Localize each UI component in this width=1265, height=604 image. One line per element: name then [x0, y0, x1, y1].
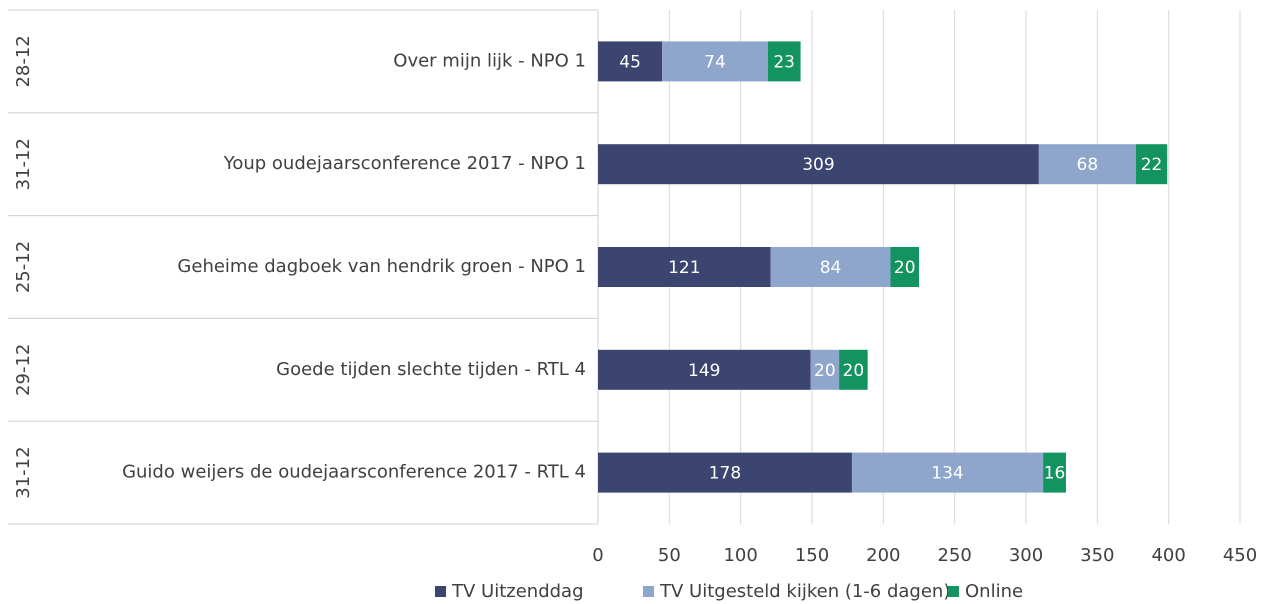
x-tick-label: 50: [658, 545, 681, 566]
bar-segment: [770, 247, 891, 287]
x-tick-label: 450: [1223, 545, 1257, 566]
bar-segment: [662, 41, 768, 82]
x-tick-label: 400: [1151, 545, 1185, 566]
value-label: 134: [931, 464, 963, 484]
value-label: 20: [894, 258, 916, 278]
value-label: 121: [668, 258, 700, 278]
bar-segment: [851, 452, 1044, 493]
bar-segment: [598, 452, 852, 493]
date-label: 31-12: [13, 138, 34, 190]
bar-segment: [598, 144, 1039, 185]
bar-segment: [767, 41, 801, 82]
category-label: Over mijn lijk - NPO 1: [393, 50, 586, 71]
legend-label: TV Uitzenddag: [451, 581, 584, 602]
bar-segment: [1043, 452, 1066, 493]
legend-swatch: [948, 586, 959, 597]
x-tick-label: 150: [795, 545, 829, 566]
bar-segment: [1038, 144, 1136, 185]
category-label: Goede tijden slechte tijden - RTL 4: [276, 359, 586, 380]
value-label: 84: [820, 258, 842, 278]
bar-segment: [1135, 144, 1168, 185]
legend-label: TV Uitgesteld kijken (1-6 dagen): [659, 581, 950, 602]
value-label: 74: [704, 52, 726, 72]
value-label: 20: [814, 361, 836, 381]
x-tick-label: 100: [723, 545, 757, 566]
category-label: Guido weijers de oudejaarsconference 201…: [122, 462, 586, 483]
date-label: 28-12: [13, 35, 34, 87]
value-label: 23: [773, 52, 795, 72]
bar-segment: [839, 349, 868, 390]
category-label: Geheime dagboek van hendrik groen - NPO …: [177, 256, 586, 277]
x-tick-label: 350: [1080, 545, 1114, 566]
bar-segment: [598, 41, 663, 82]
bar-segment: [890, 247, 919, 287]
value-label: 16: [1044, 464, 1066, 484]
value-label: 309: [802, 155, 834, 175]
legend-swatch: [643, 586, 654, 597]
date-label: 31-12: [13, 446, 34, 498]
x-tick-label: 0: [592, 545, 603, 566]
x-tick-label: 200: [866, 545, 900, 566]
date-label: 29-12: [13, 344, 34, 396]
category-label: Youp oudejaarsconference 2017 - NPO 1: [223, 153, 586, 174]
legend-label: Online: [965, 581, 1023, 602]
value-label: 178: [709, 464, 741, 484]
x-tick-label: 250: [937, 545, 971, 566]
date-label: 25-12: [13, 241, 34, 293]
value-label: 68: [1077, 155, 1099, 175]
bar-segment: [598, 247, 771, 287]
x-tick-label: 300: [1009, 545, 1043, 566]
bar-segment: [810, 349, 840, 390]
bar-segment: [598, 349, 811, 390]
value-label: 45: [619, 52, 641, 72]
value-label: 149: [688, 361, 720, 381]
legend-swatch: [435, 586, 446, 597]
value-label: 22: [1141, 155, 1163, 175]
value-label: 20: [843, 361, 865, 381]
